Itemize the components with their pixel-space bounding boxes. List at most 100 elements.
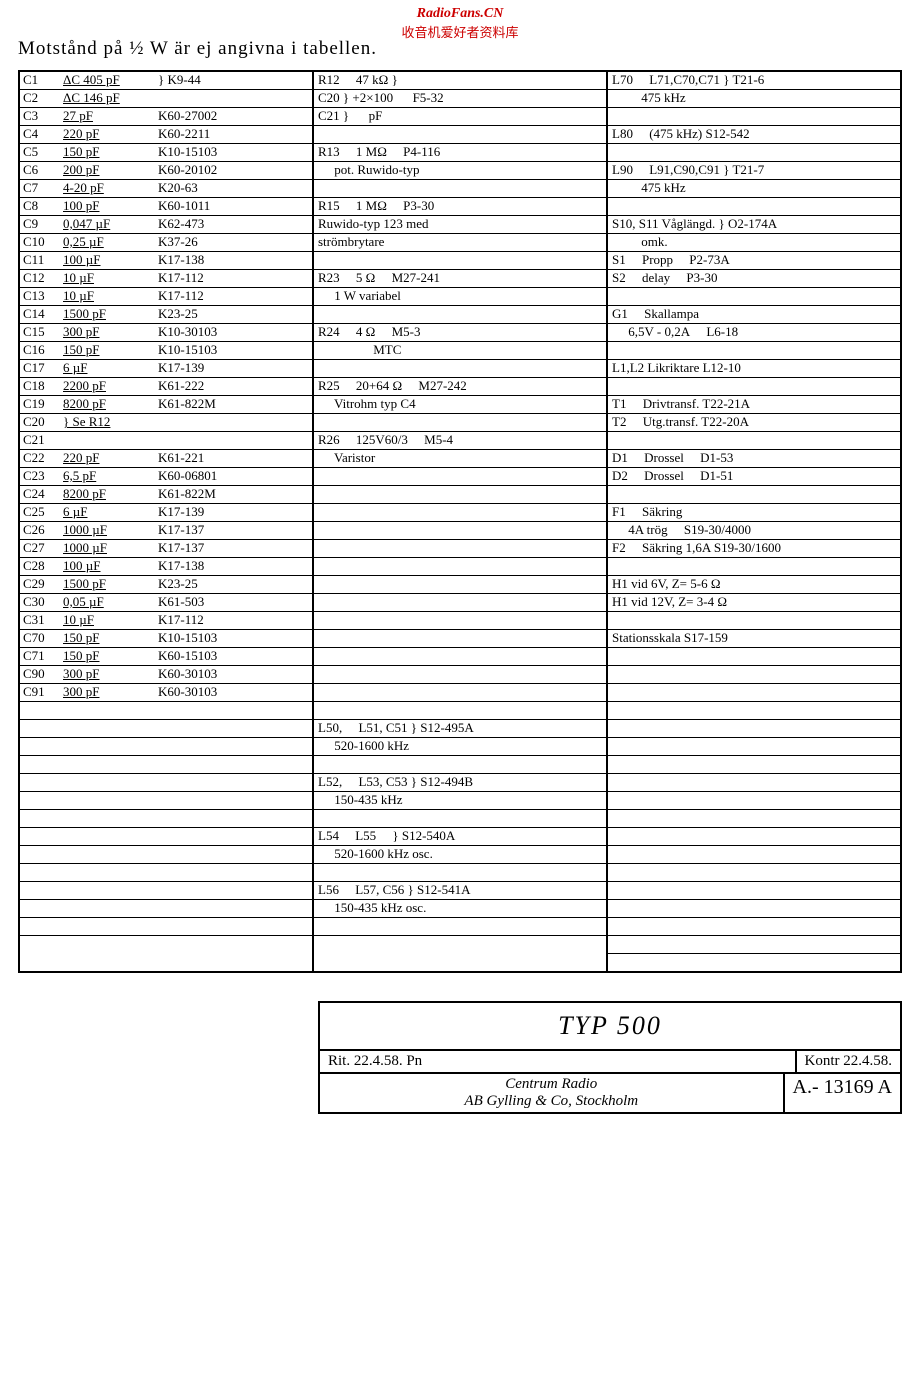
table-row: C11100 µFK17-138 — [20, 252, 312, 270]
column-resistors-coils: R12 47 kΩ }C20 } +2×100 F5-32C21 } pFR13… — [314, 72, 608, 971]
table-row: R24 4 Ω M5-3 — [314, 324, 606, 342]
table-row — [608, 432, 900, 450]
table-row: L50, L51, C51 } S12-495A — [314, 720, 606, 738]
table-row — [314, 486, 606, 504]
title-block: TYP 500 Rit. 22.4.58. Pn Kontr 22.4.58. … — [318, 1001, 902, 1114]
table-row — [20, 900, 312, 918]
table-row: S1 Propp P2-73A — [608, 252, 900, 270]
table-row: C2ΔC 146 pF — [20, 90, 312, 108]
table-row — [20, 918, 312, 936]
table-row — [608, 954, 900, 971]
table-row — [608, 666, 900, 684]
table-row: C4220 pFK60-2211 — [20, 126, 312, 144]
table-row: C22220 pFK61-221 — [20, 450, 312, 468]
table-row — [608, 918, 900, 936]
table-row — [608, 198, 900, 216]
table-row: pot. Ruwido-typ — [314, 162, 606, 180]
table-row — [608, 900, 900, 918]
table-row: L70 L71,C70,C71 } T21-6 — [608, 72, 900, 90]
table-row — [20, 720, 312, 738]
table-row: F1 Säkring — [608, 504, 900, 522]
table-row: C291500 pFK23-25 — [20, 576, 312, 594]
table-row — [608, 558, 900, 576]
table-row — [314, 630, 606, 648]
table-row: L52, L53, C53 } S12-494B — [314, 774, 606, 792]
check-date: Kontr 22.4.58. — [797, 1051, 901, 1072]
table-row — [314, 684, 606, 702]
table-row: C71150 pFK60-15103 — [20, 648, 312, 666]
table-row — [314, 702, 606, 720]
table-row — [314, 306, 606, 324]
column-capacitors: C1ΔC 405 pF} K9-44C2ΔC 146 pFC327 pFK60-… — [20, 72, 314, 971]
table-row: S10, S11 Våglängd. } O2-174A — [608, 216, 900, 234]
table-row — [608, 612, 900, 630]
table-row — [314, 522, 606, 540]
table-row: C198200 pFK61-822M — [20, 396, 312, 414]
table-row — [314, 936, 606, 953]
table-row: 1 W variabel — [314, 288, 606, 306]
table-row: C236,5 pFK60-06801 — [20, 468, 312, 486]
table-row: T2 Utg.transf. T22-20A — [608, 414, 900, 432]
table-row: Vitrohm typ C4 — [314, 396, 606, 414]
drawing-date: Rit. 22.4.58. Pn — [320, 1051, 797, 1072]
table-row — [314, 612, 606, 630]
table-row — [20, 738, 312, 756]
table-row: D1 Drossel D1-53 — [608, 450, 900, 468]
table-row: C1310 µFK17-112 — [20, 288, 312, 306]
company-name: Centrum RadioAB Gylling & Co, Stockholm — [320, 1074, 785, 1112]
table-row: C182200 pFK61-222 — [20, 378, 312, 396]
table-row: C91300 pFK60-30103 — [20, 684, 312, 702]
table-row — [20, 792, 312, 810]
table-row — [608, 684, 900, 702]
table-row: Varistor — [314, 450, 606, 468]
parts-table: C1ΔC 405 pF} K9-44C2ΔC 146 pFC327 pFK60-… — [18, 70, 902, 973]
type-title: TYP 500 — [320, 1003, 900, 1051]
table-row — [314, 414, 606, 432]
table-row — [608, 792, 900, 810]
table-row: R26 125V60/3 M5-4 — [314, 432, 606, 450]
table-row — [608, 144, 900, 162]
table-row: R25 20+64 Ω M27-242 — [314, 378, 606, 396]
table-row: R13 1 MΩ P4-116 — [314, 144, 606, 162]
table-row: L56 L57, C56 } S12-541A — [314, 882, 606, 900]
table-row: 520-1600 kHz osc. — [314, 846, 606, 864]
table-row: C5150 pFK10-15103 — [20, 144, 312, 162]
table-row: C1210 µFK17-112 — [20, 270, 312, 288]
table-row: L90 L91,C90,C91 } T21-7 — [608, 162, 900, 180]
table-row: C70150 pFK10-15103 — [20, 630, 312, 648]
table-row: C20} Se R12 — [20, 414, 312, 432]
table-row: R12 47 kΩ } — [314, 72, 606, 90]
table-row: C3110 µFK17-112 — [20, 612, 312, 630]
table-row — [314, 540, 606, 558]
table-row — [608, 720, 900, 738]
table-row: C74-20 pFK20-63 — [20, 180, 312, 198]
column-misc: L70 L71,C70,C71 } T21-6 475 kHzL80 (475 … — [608, 72, 900, 971]
table-row — [20, 702, 312, 720]
table-row — [314, 558, 606, 576]
table-row: F2 Säkring 1,6A S19-30/1600 — [608, 540, 900, 558]
table-row: omk. — [608, 234, 900, 252]
table-row: strömbrytare — [314, 234, 606, 252]
drawing-number: A.- 13169 A — [785, 1074, 900, 1112]
table-row — [608, 702, 900, 720]
table-row — [314, 504, 606, 522]
table-row: R15 1 MΩ P3-30 — [314, 198, 606, 216]
table-row: C176 µFK17-139 — [20, 360, 312, 378]
table-row: C256 µFK17-139 — [20, 504, 312, 522]
table-row: G1 Skallampa — [608, 306, 900, 324]
page-title: Motstånd på ½ W är ej angivna i tabellen… — [18, 38, 902, 60]
table-row — [20, 864, 312, 882]
table-row: L1,L2 Likriktare L12-10 — [608, 360, 900, 378]
table-row: 520-1600 kHz — [314, 738, 606, 756]
table-row: 4A trög S19-30/4000 — [608, 522, 900, 540]
table-row — [608, 756, 900, 774]
table-row: C15300 pFK10-30103 — [20, 324, 312, 342]
table-row — [20, 774, 312, 792]
table-row — [608, 846, 900, 864]
watermark-site: RadioFans.CN — [417, 6, 504, 22]
table-row — [20, 936, 312, 953]
table-row — [20, 810, 312, 828]
table-row: C21 — [20, 432, 312, 450]
table-row — [608, 378, 900, 396]
table-row — [314, 468, 606, 486]
